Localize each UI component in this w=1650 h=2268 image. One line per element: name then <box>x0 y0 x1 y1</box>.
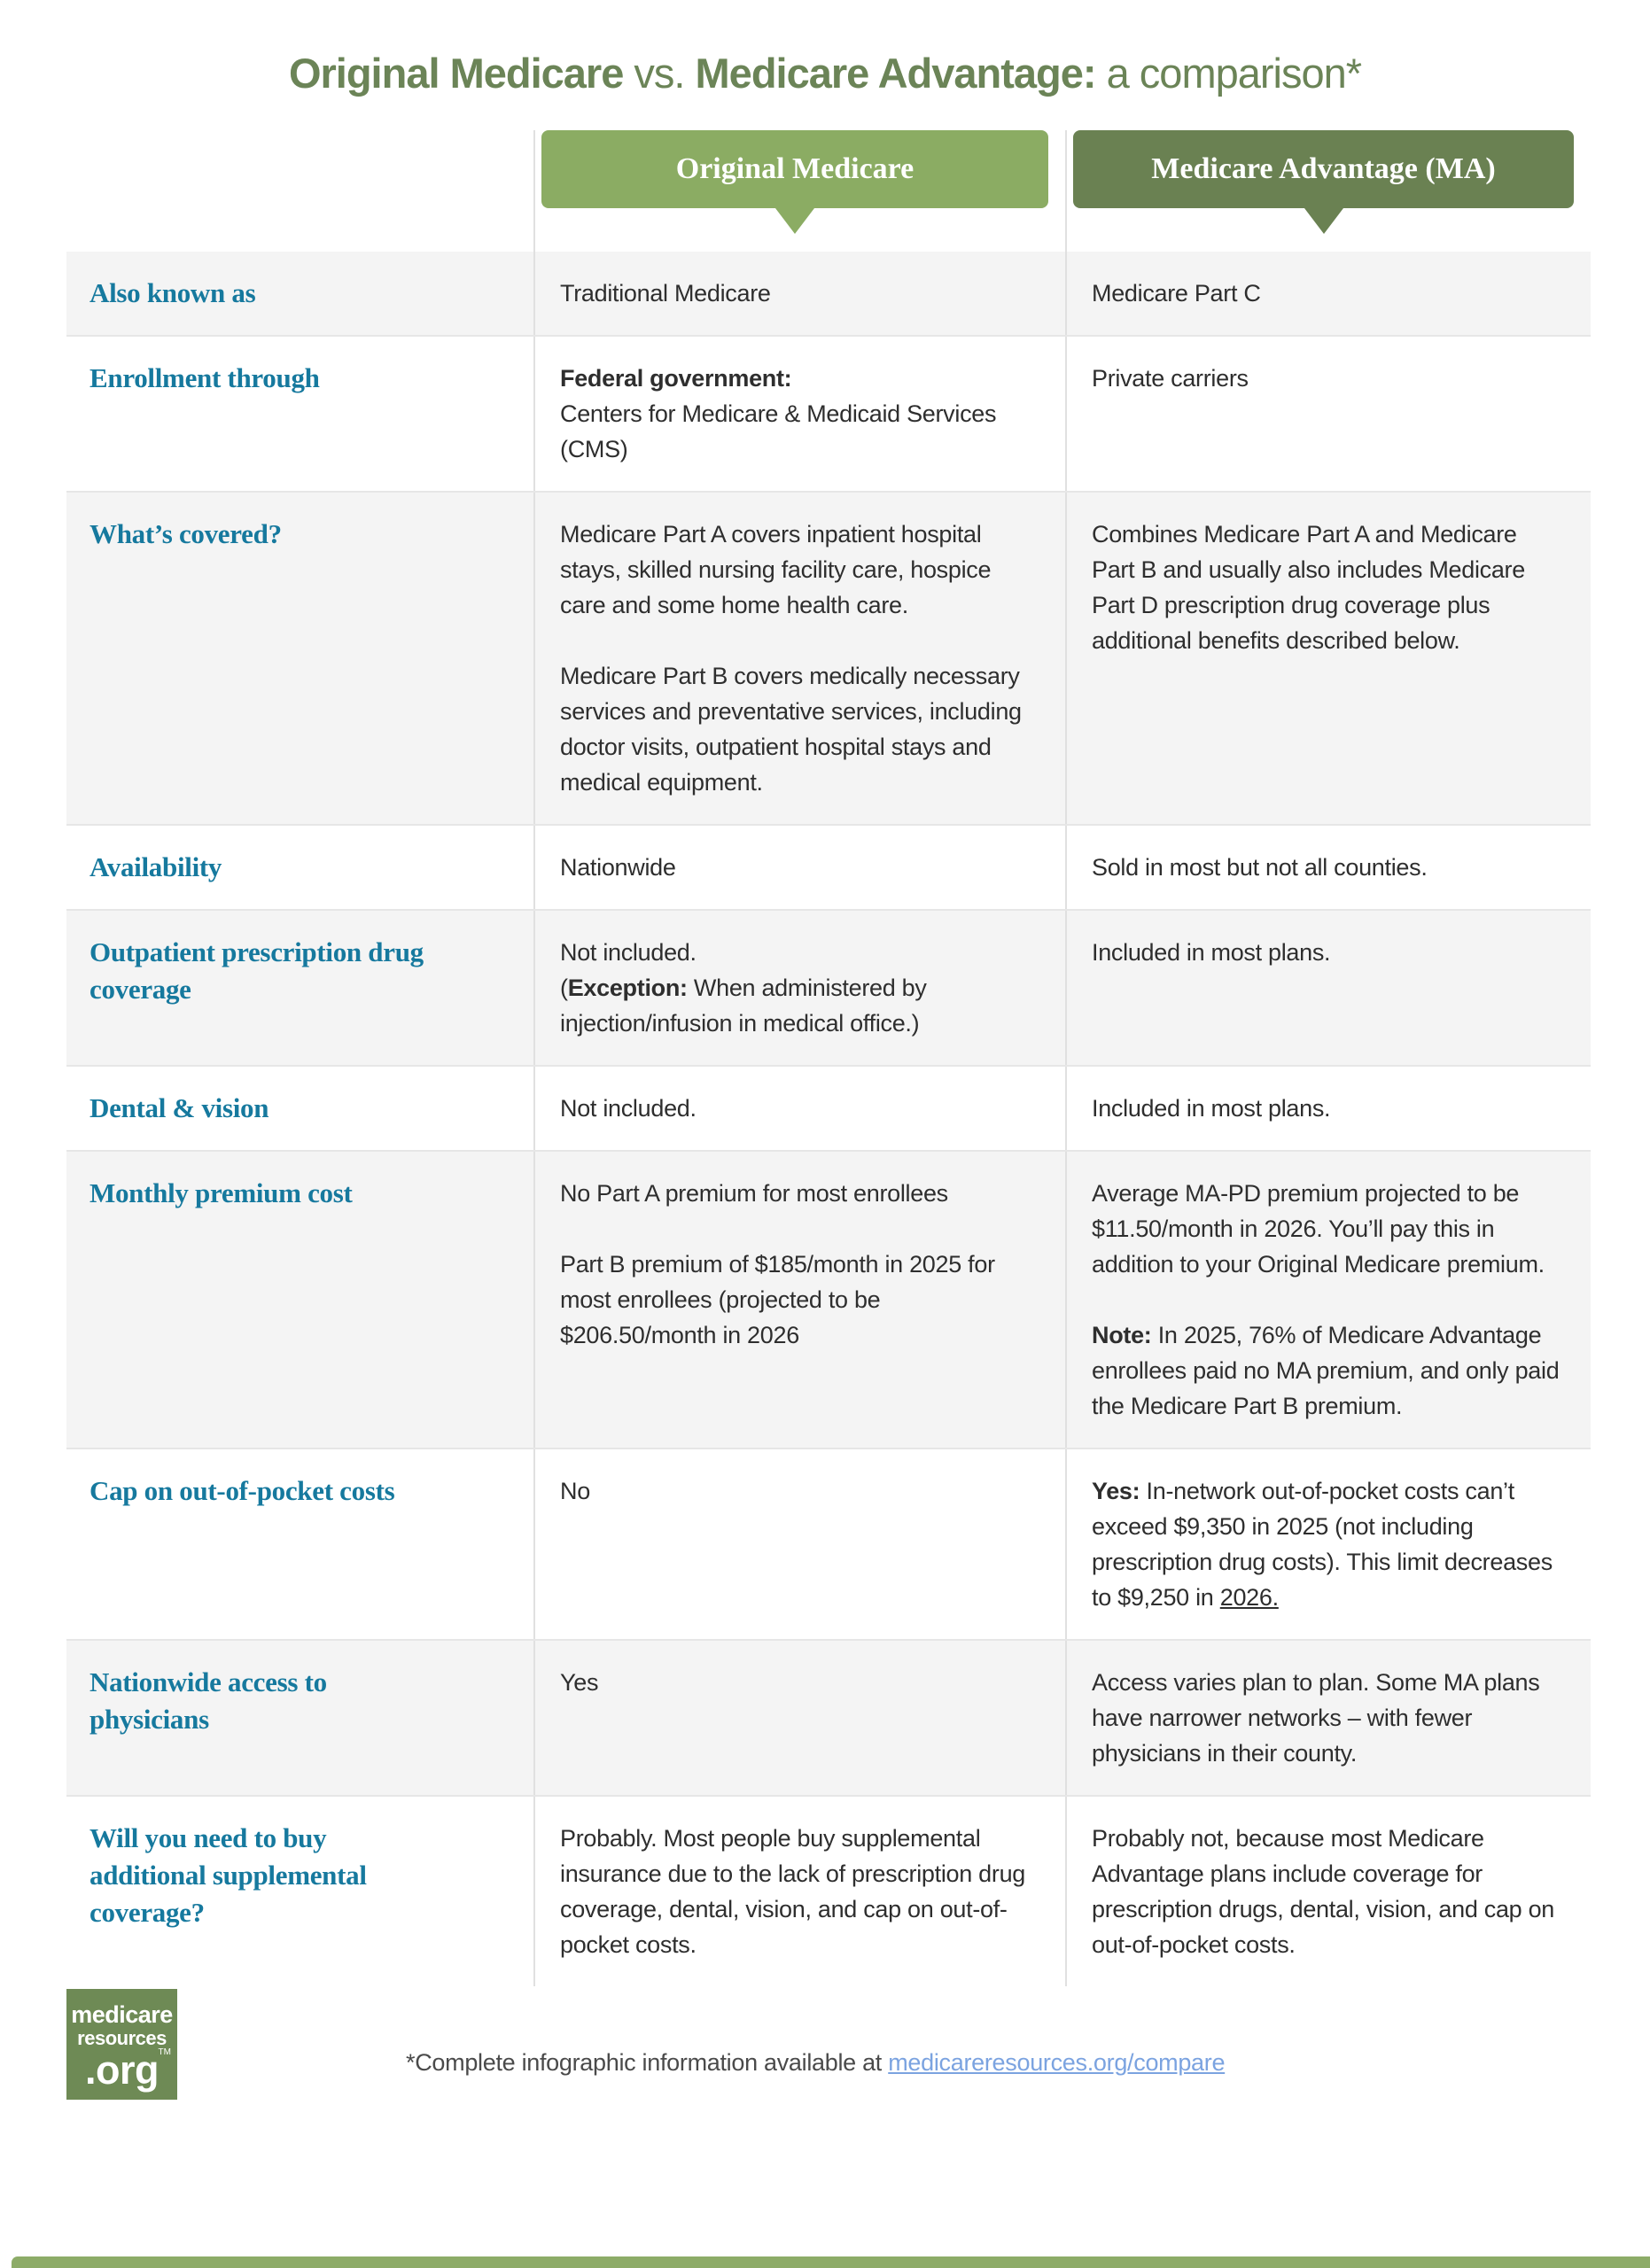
header-medicare-advantage-cell: Medicare Advantage (MA) <box>1065 130 1591 252</box>
page-title: Original Medicare vs. Medicare Advantage… <box>0 0 1650 101</box>
logo-line-org: .org TM <box>85 2047 171 2093</box>
medicareresources-logo: medicare resources .org TM <box>66 1989 177 2100</box>
medicare-advantage-cell: Yes: In-network out-of-pocket costs can’… <box>1065 1449 1591 1639</box>
footnote-text: *Complete infographic information availa… <box>406 2049 889 2076</box>
row-label: Enrollment through <box>90 362 320 393</box>
medicare-advantage-cell: Included in most plans. <box>1065 1067 1591 1150</box>
table-row: Cap on out-of-pocket costs No Yes: In-netw… <box>66 1448 1591 1639</box>
logo-line-medicare: medicare <box>71 2001 173 2028</box>
compare-link[interactable]: medicareresources.org/compare <box>888 2049 1226 2076</box>
medicare-advantage-header-label: Medicare Advantage (MA) <box>1151 152 1496 185</box>
original-medicare-cell: Nationwide <box>533 826 1065 909</box>
header-spacer <box>66 130 533 252</box>
medicare-advantage-cell: Combines Medicare Part A and Medicare Pa… <box>1065 493 1591 824</box>
original-medicare-cell: Traditional Medicare <box>533 252 1065 335</box>
medicare-advantage-cell: Access varies plan to plan. Some MA plan… <box>1065 1641 1591 1795</box>
logo-line-resources: resources <box>77 2027 167 2049</box>
original-medicare-cell: No <box>533 1449 1065 1639</box>
table-row: What’s covered? Medicare Part A covers in… <box>66 491 1591 824</box>
column-headers: Original Medicare Medicare Advantage (MA… <box>66 130 1591 252</box>
table-row: Will you need to buy additional suppleme… <box>66 1795 1591 1986</box>
table-row: Dental & vision Not included. Included in … <box>66 1065 1591 1150</box>
medicare-advantage-cell: Private carriers <box>1065 337 1591 491</box>
table-row: Nationwide access to physicians Yes Access… <box>66 1639 1591 1795</box>
medicare-advantage-cell: Probably not, because most Medicare Adva… <box>1065 1797 1591 1986</box>
header-original-medicare-cell: Original Medicare <box>533 130 1065 252</box>
medicare-advantage-cell: Medicare Part C <box>1065 252 1591 335</box>
trademark-symbol: TM <box>158 2047 171 2057</box>
row-label: Availability <box>90 851 222 882</box>
original-medicare-cell: Yes <box>533 1641 1065 1795</box>
comparison-table: Original Medicare Medicare Advantage (MA… <box>66 130 1591 1986</box>
title-vs: vs. <box>623 50 696 97</box>
table-rows: Also known as Traditional Medicare Medicar… <box>66 252 1591 1986</box>
medicare-advantage-cell: Included in most plans. <box>1065 911 1591 1065</box>
table-row: Enrollment through Federal government: Ce… <box>66 335 1591 491</box>
medicare-advantage-cell: Average MA-PD premium projected to be $1… <box>1065 1152 1591 1448</box>
row-label: Will you need to buy additional suppleme… <box>90 1822 367 1928</box>
title-a-comparison: a comparison* <box>1095 50 1362 97</box>
original-medicare-cell: Federal government: Centers for Medicare… <box>533 337 1065 491</box>
table-row: Also known as Traditional Medicare Medicar… <box>66 252 1591 335</box>
original-medicare-header-label: Original Medicare <box>675 152 915 185</box>
original-medicare-cell: Not included. (Exception: When administe… <box>533 911 1065 1065</box>
row-label: Outpatient prescription drug coverage <box>90 936 424 1005</box>
row-label: Dental & vision <box>90 1092 269 1123</box>
footnote: *Complete infographic information availa… <box>406 2049 1225 2077</box>
title-original-medicare: Original Medicare <box>288 50 624 97</box>
original-medicare-cell: Medicare Part A covers inpatient hospita… <box>533 493 1065 824</box>
row-label: Nationwide access to physicians <box>90 1666 327 1735</box>
footer: medicare resources .org TM *Complete info… <box>66 1989 1650 2100</box>
table-row: Availability Nationwide Sold in most but n… <box>66 824 1591 909</box>
bottom-accent-bar <box>12 2256 1650 2268</box>
medicare-advantage-cell: Sold in most but not all counties. <box>1065 826 1591 909</box>
table-row: Outpatient prescription drug coverage Not… <box>66 909 1591 1065</box>
original-medicare-cell: No Part A premium for most enrollees Part… <box>533 1152 1065 1448</box>
row-label: Also known as <box>90 277 256 308</box>
table-row: Monthly premium cost No Part A premium fo… <box>66 1150 1591 1448</box>
title-medicare-advantage: Medicare Advantage: <box>695 50 1097 97</box>
medicare-advantage-header-pill: Medicare Advantage (MA) <box>1073 130 1574 208</box>
original-medicare-header-pill: Original Medicare <box>541 130 1048 208</box>
row-label: Monthly premium cost <box>90 1177 353 1208</box>
row-label: Cap on out-of-pocket costs <box>90 1475 395 1506</box>
row-label: What’s covered? <box>90 518 282 549</box>
original-medicare-cell: Probably. Most people buy supplemental i… <box>533 1797 1065 1986</box>
original-medicare-cell: Not included. <box>533 1067 1065 1150</box>
